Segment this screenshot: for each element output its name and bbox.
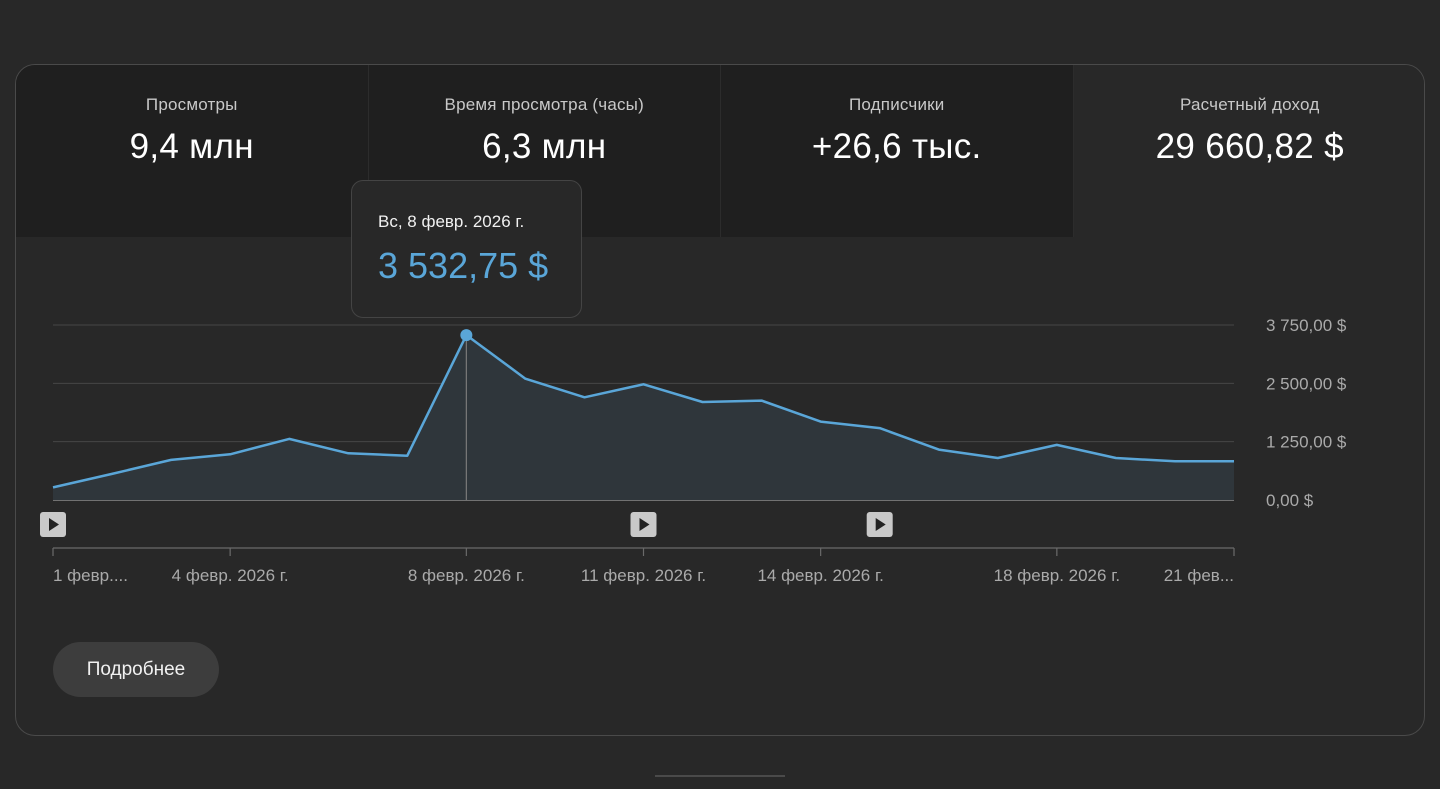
y-tick-label: 1 250,00 $ bbox=[1266, 433, 1347, 452]
play-icon-triangle bbox=[49, 518, 59, 531]
x-tick-label: 11 февр. 2026 г. bbox=[581, 566, 706, 585]
y-tick-label: 0,00 $ bbox=[1266, 491, 1314, 510]
x-tick-label: 4 февр. 2026 г. bbox=[172, 566, 289, 585]
metric-tab-revenue[interactable]: Расчетный доход 29 660,82 $ bbox=[1073, 65, 1424, 237]
metric-value: 29 660,82 $ bbox=[1155, 127, 1344, 166]
video-marker-play-icon[interactable] bbox=[866, 512, 893, 537]
series-area bbox=[53, 335, 1234, 500]
x-tick-label: 14 февр. 2026 г. bbox=[757, 566, 883, 585]
tooltip-value: 3 532,75 $ bbox=[378, 245, 549, 286]
metric-label: Время просмотра (часы) bbox=[444, 95, 644, 114]
y-tick-label: 2 500,00 $ bbox=[1266, 374, 1347, 393]
highlight-point bbox=[460, 329, 473, 342]
metric-value: +26,6 тыс. bbox=[811, 127, 982, 166]
x-axis: 1 февр.... 4 февр. 2026 г. 8 февр. 2026 г.… bbox=[52, 547, 1235, 585]
more-details-button[interactable]: Подробнее bbox=[53, 642, 219, 697]
metric-label: Расчетный доход bbox=[1180, 95, 1320, 114]
x-tick-label: 1 февр.... bbox=[53, 566, 128, 585]
play-icon-triangle bbox=[875, 518, 886, 531]
y-axis-labels: 3 750,00 $ 2 500,00 $ 1 250,00 $ 0,00 $ bbox=[1266, 316, 1347, 510]
tooltip-date: Вс, 8 февр. 2026 г. bbox=[378, 212, 525, 231]
play-icon-triangle bbox=[639, 518, 650, 531]
video-marker-play-icon[interactable] bbox=[630, 512, 657, 537]
x-tick-label: 21 фев... bbox=[1164, 566, 1234, 585]
x-tick-label: 8 февр. 2026 г. bbox=[408, 566, 525, 585]
x-tick-label: 18 февр. 2026 г. bbox=[994, 566, 1120, 585]
metric-value: 6,3 млн bbox=[482, 127, 607, 166]
metric-label: Просмотры bbox=[145, 95, 238, 114]
video-marker-play-icon[interactable] bbox=[40, 512, 66, 537]
metric-tab-views[interactable]: Просмотры 9,4 млн bbox=[16, 65, 369, 237]
series-line bbox=[52, 333, 1234, 489]
metric-value: 9,4 млн bbox=[129, 127, 254, 166]
y-tick-label: 3 750,00 $ bbox=[1266, 316, 1347, 335]
metric-label: Подписчики bbox=[848, 95, 945, 114]
metric-tab-subscribers[interactable]: Подписчики +26,6 тыс. bbox=[721, 65, 1074, 237]
video-markers bbox=[40, 512, 893, 537]
bottom-handle bbox=[655, 775, 785, 777]
analytics-card: Просмотры 9,4 млн Время просмотра (часы)… bbox=[15, 64, 1425, 736]
chart-area bbox=[52, 329, 1234, 500]
chart-tooltip: Вс, 8 февр. 2026 г. 3 532,75 $ bbox=[351, 180, 582, 318]
metrics-row: Просмотры 9,4 млн Время просмотра (часы)… bbox=[16, 65, 1424, 237]
